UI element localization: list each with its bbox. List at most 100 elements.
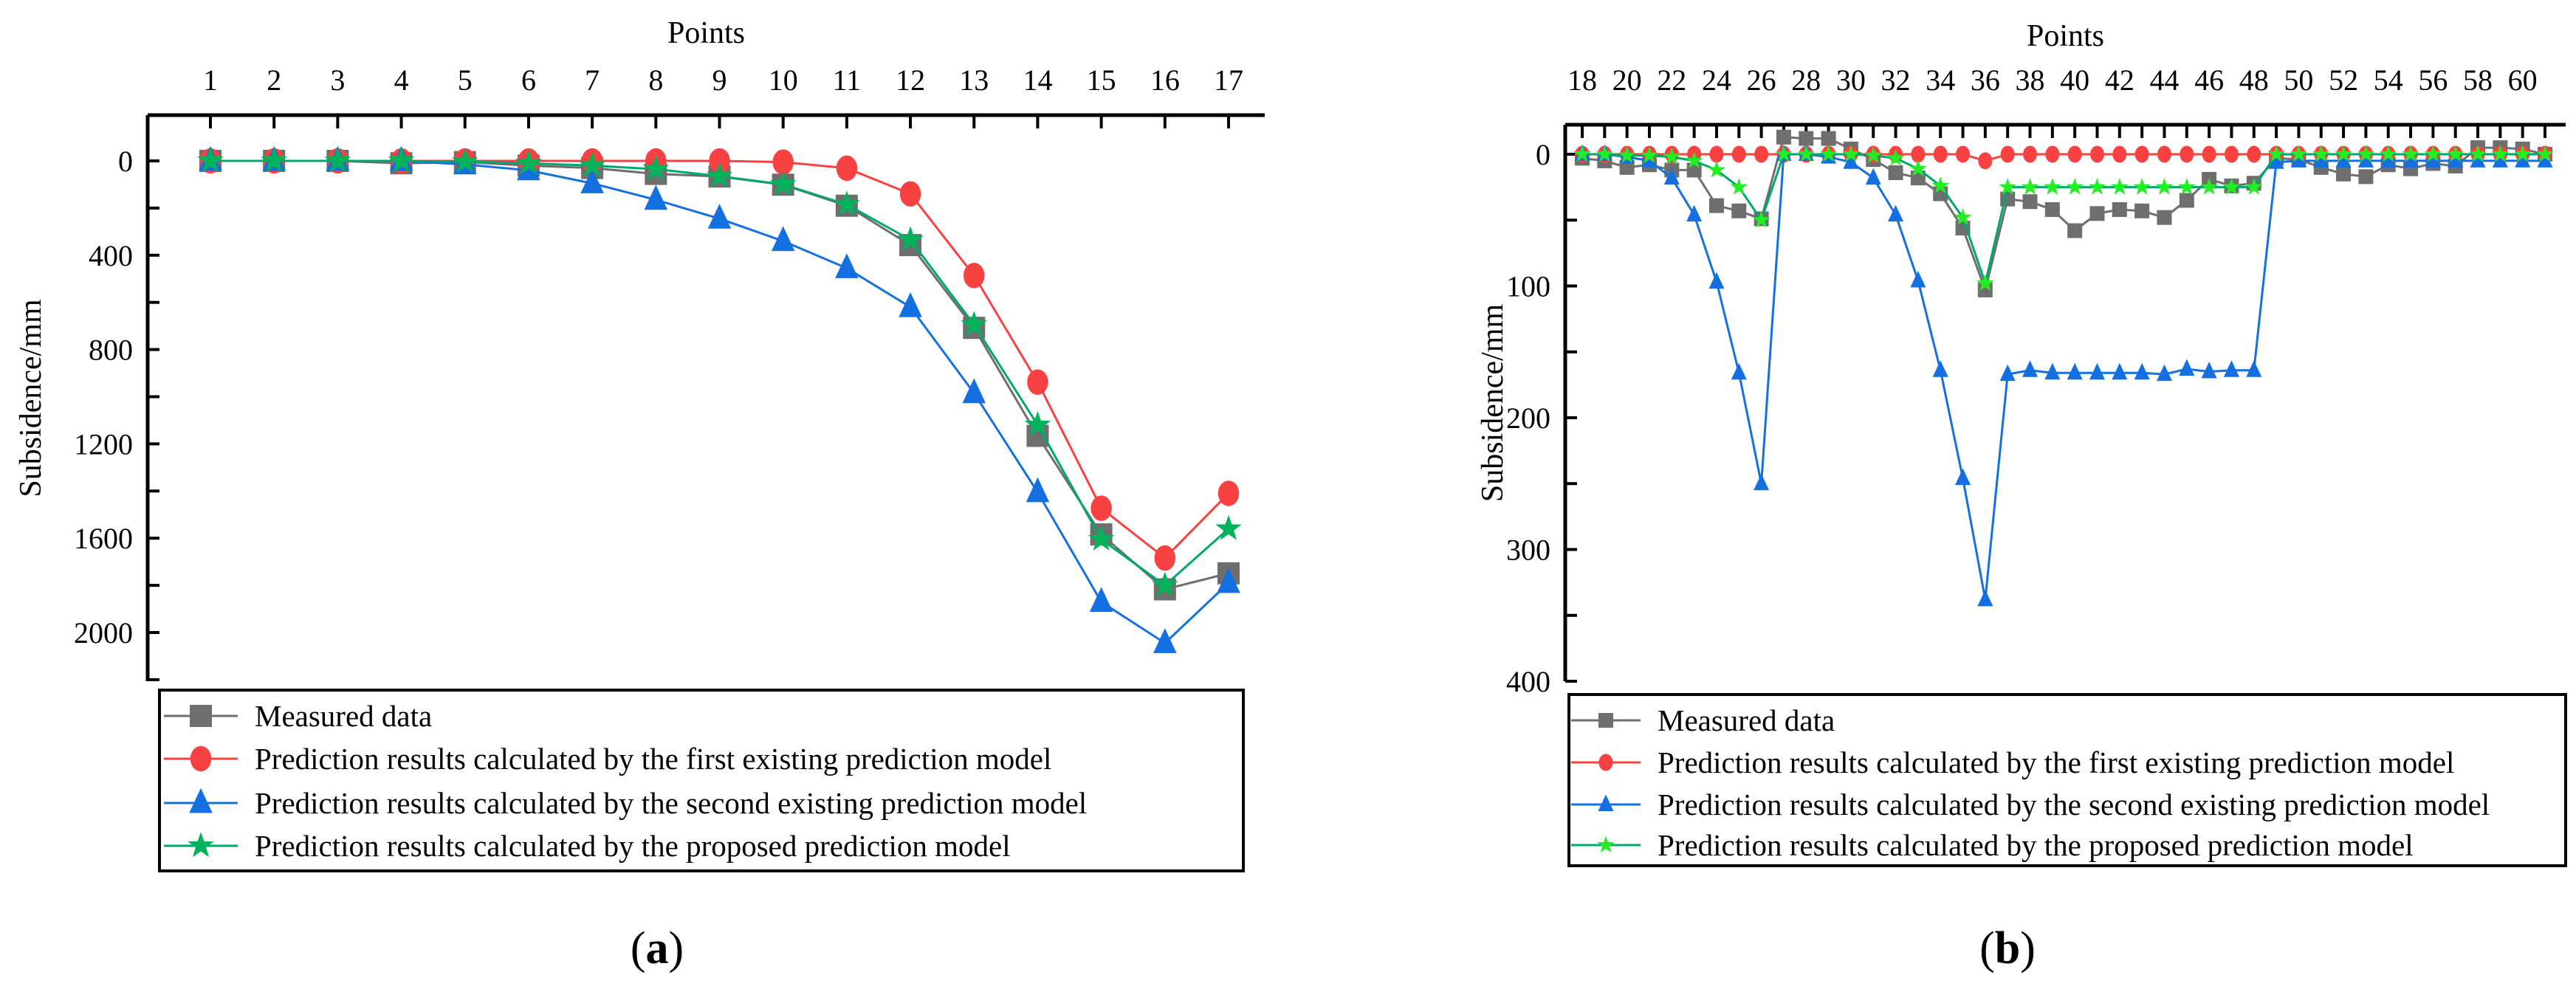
data-point (962, 378, 986, 404)
y-tick-label: 1200 (74, 427, 133, 461)
caption-paren: ) (669, 923, 684, 974)
y-tick-label: 2000 (74, 616, 133, 649)
data-point (580, 168, 604, 193)
x-tick-label: 38 (2016, 63, 2045, 97)
legend-box (158, 689, 1245, 872)
data-point (2246, 360, 2262, 377)
caption-letter: b (1995, 923, 2020, 974)
data-point (2513, 145, 2532, 162)
x-tick-label: 6 (521, 63, 536, 97)
data-point (1909, 159, 1927, 176)
data-point (2044, 362, 2061, 380)
data-point (1931, 176, 1950, 193)
data-point (1752, 210, 1770, 228)
data-point (2247, 145, 2261, 163)
data-point (2335, 145, 2352, 162)
data-point (1956, 145, 1971, 163)
data-point (2491, 145, 2510, 162)
data-point (2515, 151, 2531, 168)
data-point (2043, 178, 2061, 195)
data-point (2536, 145, 2554, 162)
legend-label: Prediction results calculated by the pro… (1658, 828, 2414, 862)
data-point (1663, 168, 1680, 185)
legend-label: Prediction results calculated by the sec… (1658, 788, 2490, 821)
legend-marker-triangle (1598, 794, 1614, 811)
data-point (2157, 145, 2171, 163)
data-point (1215, 514, 1242, 540)
data-point (1090, 495, 1112, 521)
data-point (2201, 362, 2217, 379)
data-point (2089, 145, 2104, 163)
data-point (1026, 477, 1050, 503)
data-point (2000, 145, 2015, 163)
x-tick-label: 22 (1657, 63, 1686, 97)
data-point (2156, 364, 2172, 382)
legend-item: Prediction results calculated by the sec… (164, 786, 1087, 820)
x-tick-label: 28 (1791, 63, 1821, 97)
x-tick-label: 24 (1702, 63, 1731, 97)
data-point (2066, 178, 2084, 195)
data-point (2022, 360, 2039, 377)
y-tick-label: 1600 (74, 522, 133, 555)
data-point (2537, 151, 2553, 168)
x-tick-label: 30 (1836, 63, 1866, 97)
legend-item: Prediction results calculated by the pro… (1571, 828, 2414, 862)
chart-panel-b: 18 20 22 24 26 28 30 32 34 36 38 40 42 44 46 48 50 52 54 56… (1476, 19, 2567, 974)
data-point (2067, 223, 2083, 238)
data-point (1708, 272, 1725, 289)
data-point (1977, 589, 1993, 607)
x-axis-title: Points (2027, 19, 2104, 53)
data-point (1685, 151, 1703, 168)
legend-item: Prediction results calculated by the fir… (164, 742, 1051, 776)
panel-caption: (a) (631, 923, 684, 974)
data-point (769, 170, 797, 196)
data-point (1754, 145, 1769, 163)
data-point (1088, 525, 1115, 551)
legend-item: Prediction results calculated by the sec… (1571, 788, 2490, 821)
legend-marker-square (190, 705, 212, 727)
data-point (2089, 206, 2105, 221)
legend-marker-triangle (189, 788, 213, 813)
data-point (1978, 152, 1993, 170)
data-point (2425, 151, 2441, 168)
caption-paren: ( (631, 923, 646, 974)
data-point (2448, 151, 2464, 168)
x-tick-label: 1 (203, 63, 218, 97)
legend-item: Measured data (1571, 703, 1835, 737)
x-tick-label: 20 (1612, 63, 1642, 97)
data-point (2224, 145, 2239, 163)
y-axis-title: Subsidence/mm (1476, 304, 1510, 503)
x-tick-label: 3 (330, 63, 345, 97)
data-point (2357, 151, 2374, 168)
data-point (899, 292, 922, 317)
data-point (1999, 364, 2016, 382)
data-point (2267, 145, 2285, 162)
x-tick-label: 44 (2149, 63, 2179, 97)
legend-marker-circle (1598, 754, 1613, 771)
data-point (1154, 545, 1176, 571)
x-tick-label: 34 (1926, 63, 1955, 97)
data-point (2244, 178, 2263, 195)
legend: Measured data Prediction results calculat… (158, 689, 1245, 872)
x-tick-label: 36 (1971, 63, 2000, 97)
data-point (2157, 210, 2172, 225)
data-point (2446, 145, 2465, 162)
data-point (2067, 362, 2083, 380)
data-point (2112, 201, 2127, 217)
data-point (899, 181, 921, 207)
series-star (1573, 145, 2554, 291)
data-point (2469, 145, 2487, 162)
data-point (706, 162, 733, 187)
x-tick-label: 56 (2418, 63, 2448, 97)
data-point (1152, 571, 1178, 597)
data-point (2312, 145, 2330, 162)
data-point (644, 185, 668, 210)
data-point (2470, 151, 2486, 168)
x-tick-label: 7 (585, 63, 600, 97)
data-point (1709, 145, 1724, 163)
data-point (1933, 145, 1948, 163)
data-point (2134, 362, 2150, 380)
data-point (1024, 411, 1051, 436)
legend-item: Prediction results calculated by the pro… (164, 829, 1011, 863)
data-point (1864, 146, 1883, 163)
